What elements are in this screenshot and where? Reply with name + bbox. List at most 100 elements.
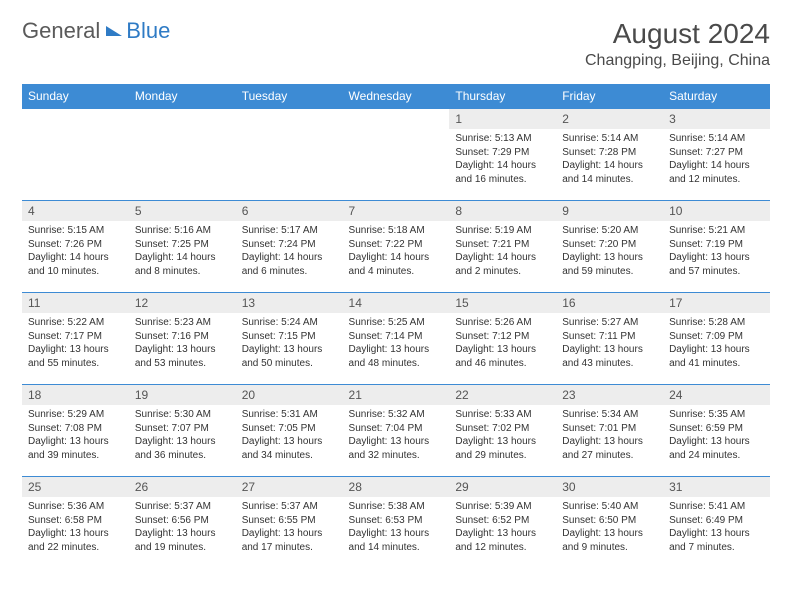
sunrise-text: Sunrise: 5:22 AM: [28, 316, 123, 330]
day-details: Sunrise: 5:14 AMSunset: 7:27 PMDaylight:…: [663, 129, 770, 189]
calendar-cell: 6Sunrise: 5:17 AMSunset: 7:24 PMDaylight…: [236, 201, 343, 293]
daylight-text: Daylight: 13 hours and 57 minutes.: [669, 251, 764, 278]
calendar-cell: 20Sunrise: 5:31 AMSunset: 7:05 PMDayligh…: [236, 385, 343, 477]
daylight-text: Daylight: 13 hours and 24 minutes.: [669, 435, 764, 462]
calendar-cell: 1Sunrise: 5:13 AMSunset: 7:29 PMDaylight…: [449, 109, 556, 201]
day-number: 25: [22, 477, 129, 497]
sunset-text: Sunset: 7:26 PM: [28, 238, 123, 252]
day-details: Sunrise: 5:32 AMSunset: 7:04 PMDaylight:…: [343, 405, 450, 465]
daylight-text: Daylight: 13 hours and 59 minutes.: [562, 251, 657, 278]
day-number: 30: [556, 477, 663, 497]
calendar-cell: [236, 109, 343, 201]
calendar-cell: 11Sunrise: 5:22 AMSunset: 7:17 PMDayligh…: [22, 293, 129, 385]
weekday-header: Wednesday: [343, 84, 450, 109]
daylight-text: Daylight: 13 hours and 34 minutes.: [242, 435, 337, 462]
calendar-cell: [129, 109, 236, 201]
day-details: Sunrise: 5:28 AMSunset: 7:09 PMDaylight:…: [663, 313, 770, 373]
sunrise-text: Sunrise: 5:25 AM: [349, 316, 444, 330]
sunrise-text: Sunrise: 5:33 AM: [455, 408, 550, 422]
calendar-cell: 4Sunrise: 5:15 AMSunset: 7:26 PMDaylight…: [22, 201, 129, 293]
sunrise-text: Sunrise: 5:34 AM: [562, 408, 657, 422]
day-details: Sunrise: 5:33 AMSunset: 7:02 PMDaylight:…: [449, 405, 556, 465]
sunrise-text: Sunrise: 5:30 AM: [135, 408, 230, 422]
day-details: Sunrise: 5:27 AMSunset: 7:11 PMDaylight:…: [556, 313, 663, 373]
sunset-text: Sunset: 7:09 PM: [669, 330, 764, 344]
day-number: 24: [663, 385, 770, 405]
sunrise-text: Sunrise: 5:29 AM: [28, 408, 123, 422]
day-details: Sunrise: 5:13 AMSunset: 7:29 PMDaylight:…: [449, 129, 556, 189]
day-details: Sunrise: 5:23 AMSunset: 7:16 PMDaylight:…: [129, 313, 236, 373]
day-number: 19: [129, 385, 236, 405]
calendar-cell: 24Sunrise: 5:35 AMSunset: 6:59 PMDayligh…: [663, 385, 770, 477]
calendar-cell: 10Sunrise: 5:21 AMSunset: 7:19 PMDayligh…: [663, 201, 770, 293]
sunset-text: Sunset: 7:25 PM: [135, 238, 230, 252]
sunset-text: Sunset: 6:56 PM: [135, 514, 230, 528]
sunrise-text: Sunrise: 5:31 AM: [242, 408, 337, 422]
sunset-text: Sunset: 7:14 PM: [349, 330, 444, 344]
sunrise-text: Sunrise: 5:23 AM: [135, 316, 230, 330]
calendar-cell: 28Sunrise: 5:38 AMSunset: 6:53 PMDayligh…: [343, 477, 450, 569]
sunrise-text: Sunrise: 5:14 AM: [669, 132, 764, 146]
daylight-text: Daylight: 13 hours and 39 minutes.: [28, 435, 123, 462]
calendar-table: Sunday Monday Tuesday Wednesday Thursday…: [22, 84, 770, 569]
day-details: Sunrise: 5:16 AMSunset: 7:25 PMDaylight:…: [129, 221, 236, 281]
day-number: 18: [22, 385, 129, 405]
sunset-text: Sunset: 7:24 PM: [242, 238, 337, 252]
calendar-cell: 29Sunrise: 5:39 AMSunset: 6:52 PMDayligh…: [449, 477, 556, 569]
day-number: 16: [556, 293, 663, 313]
calendar-cell: 26Sunrise: 5:37 AMSunset: 6:56 PMDayligh…: [129, 477, 236, 569]
sunrise-text: Sunrise: 5:13 AM: [455, 132, 550, 146]
day-number: 6: [236, 201, 343, 221]
day-details: Sunrise: 5:22 AMSunset: 7:17 PMDaylight:…: [22, 313, 129, 373]
day-details: Sunrise: 5:36 AMSunset: 6:58 PMDaylight:…: [22, 497, 129, 557]
calendar-cell: 14Sunrise: 5:25 AMSunset: 7:14 PMDayligh…: [343, 293, 450, 385]
daylight-text: Daylight: 13 hours and 29 minutes.: [455, 435, 550, 462]
day-number: 5: [129, 201, 236, 221]
daylight-text: Daylight: 13 hours and 48 minutes.: [349, 343, 444, 370]
day-details: Sunrise: 5:35 AMSunset: 6:59 PMDaylight:…: [663, 405, 770, 465]
day-number: 22: [449, 385, 556, 405]
day-number: 17: [663, 293, 770, 313]
day-details: Sunrise: 5:24 AMSunset: 7:15 PMDaylight:…: [236, 313, 343, 373]
day-number: 21: [343, 385, 450, 405]
day-details: Sunrise: 5:37 AMSunset: 6:55 PMDaylight:…: [236, 497, 343, 557]
sunrise-text: Sunrise: 5:35 AM: [669, 408, 764, 422]
calendar-cell: 9Sunrise: 5:20 AMSunset: 7:20 PMDaylight…: [556, 201, 663, 293]
day-details: Sunrise: 5:17 AMSunset: 7:24 PMDaylight:…: [236, 221, 343, 281]
day-details: Sunrise: 5:25 AMSunset: 7:14 PMDaylight:…: [343, 313, 450, 373]
daylight-text: Daylight: 13 hours and 17 minutes.: [242, 527, 337, 554]
calendar-row: 18Sunrise: 5:29 AMSunset: 7:08 PMDayligh…: [22, 385, 770, 477]
sunrise-text: Sunrise: 5:27 AM: [562, 316, 657, 330]
day-details: Sunrise: 5:31 AMSunset: 7:05 PMDaylight:…: [236, 405, 343, 465]
day-number: 27: [236, 477, 343, 497]
page-header: General Blue August 2024 Changping, Beij…: [22, 18, 770, 70]
calendar-body: 1Sunrise: 5:13 AMSunset: 7:29 PMDaylight…: [22, 109, 770, 569]
weekday-header: Sunday: [22, 84, 129, 109]
daylight-text: Daylight: 13 hours and 22 minutes.: [28, 527, 123, 554]
sunrise-text: Sunrise: 5:14 AM: [562, 132, 657, 146]
day-details: Sunrise: 5:39 AMSunset: 6:52 PMDaylight:…: [449, 497, 556, 557]
day-number: 23: [556, 385, 663, 405]
sunset-text: Sunset: 7:20 PM: [562, 238, 657, 252]
daylight-text: Daylight: 13 hours and 46 minutes.: [455, 343, 550, 370]
sunrise-text: Sunrise: 5:28 AM: [669, 316, 764, 330]
calendar-row: 1Sunrise: 5:13 AMSunset: 7:29 PMDaylight…: [22, 109, 770, 201]
sunset-text: Sunset: 7:19 PM: [669, 238, 764, 252]
calendar-row: 4Sunrise: 5:15 AMSunset: 7:26 PMDaylight…: [22, 201, 770, 293]
daylight-text: Daylight: 13 hours and 7 minutes.: [669, 527, 764, 554]
sunset-text: Sunset: 7:02 PM: [455, 422, 550, 436]
calendar-cell: [343, 109, 450, 201]
day-number: 10: [663, 201, 770, 221]
sunset-text: Sunset: 7:27 PM: [669, 146, 764, 160]
day-details: Sunrise: 5:21 AMSunset: 7:19 PMDaylight:…: [663, 221, 770, 281]
sunrise-text: Sunrise: 5:36 AM: [28, 500, 123, 514]
day-details: Sunrise: 5:37 AMSunset: 6:56 PMDaylight:…: [129, 497, 236, 557]
day-details: Sunrise: 5:14 AMSunset: 7:28 PMDaylight:…: [556, 129, 663, 189]
calendar-cell: 19Sunrise: 5:30 AMSunset: 7:07 PMDayligh…: [129, 385, 236, 477]
sunset-text: Sunset: 7:12 PM: [455, 330, 550, 344]
title-block: August 2024 Changping, Beijing, China: [585, 18, 770, 70]
sunrise-text: Sunrise: 5:41 AM: [669, 500, 764, 514]
sunset-text: Sunset: 7:11 PM: [562, 330, 657, 344]
day-details: Sunrise: 5:26 AMSunset: 7:12 PMDaylight:…: [449, 313, 556, 373]
calendar-cell: 13Sunrise: 5:24 AMSunset: 7:15 PMDayligh…: [236, 293, 343, 385]
